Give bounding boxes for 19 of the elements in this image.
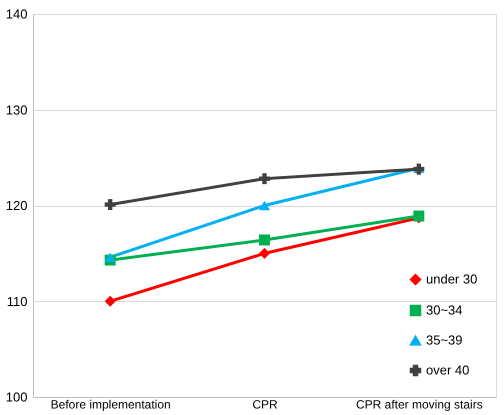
- x-tick-label: Before implementation: [50, 398, 171, 412]
- legend-label: over 40: [426, 362, 470, 378]
- legend-label: 30~34: [426, 302, 463, 318]
- point: [259, 200, 270, 210]
- point: [259, 234, 270, 246]
- x-tick-label: CPR after moving stairs: [356, 398, 483, 412]
- point: [259, 173, 270, 184]
- legend-label: 35~39: [426, 332, 463, 348]
- point: [104, 199, 116, 210]
- y-tick-label: 140: [6, 6, 28, 22]
- y-tick-label: 120: [6, 198, 28, 213]
- point: [104, 252, 116, 262]
- x-tick-label: CPR: [252, 398, 278, 412]
- y-tick-label: 100: [6, 390, 28, 404]
- y-tick-label: 110: [6, 294, 28, 309]
- point: [104, 296, 116, 307]
- legend-label: under 30: [426, 272, 478, 286]
- y-tick-label: 130: [6, 102, 28, 118]
- point: [259, 248, 270, 259]
